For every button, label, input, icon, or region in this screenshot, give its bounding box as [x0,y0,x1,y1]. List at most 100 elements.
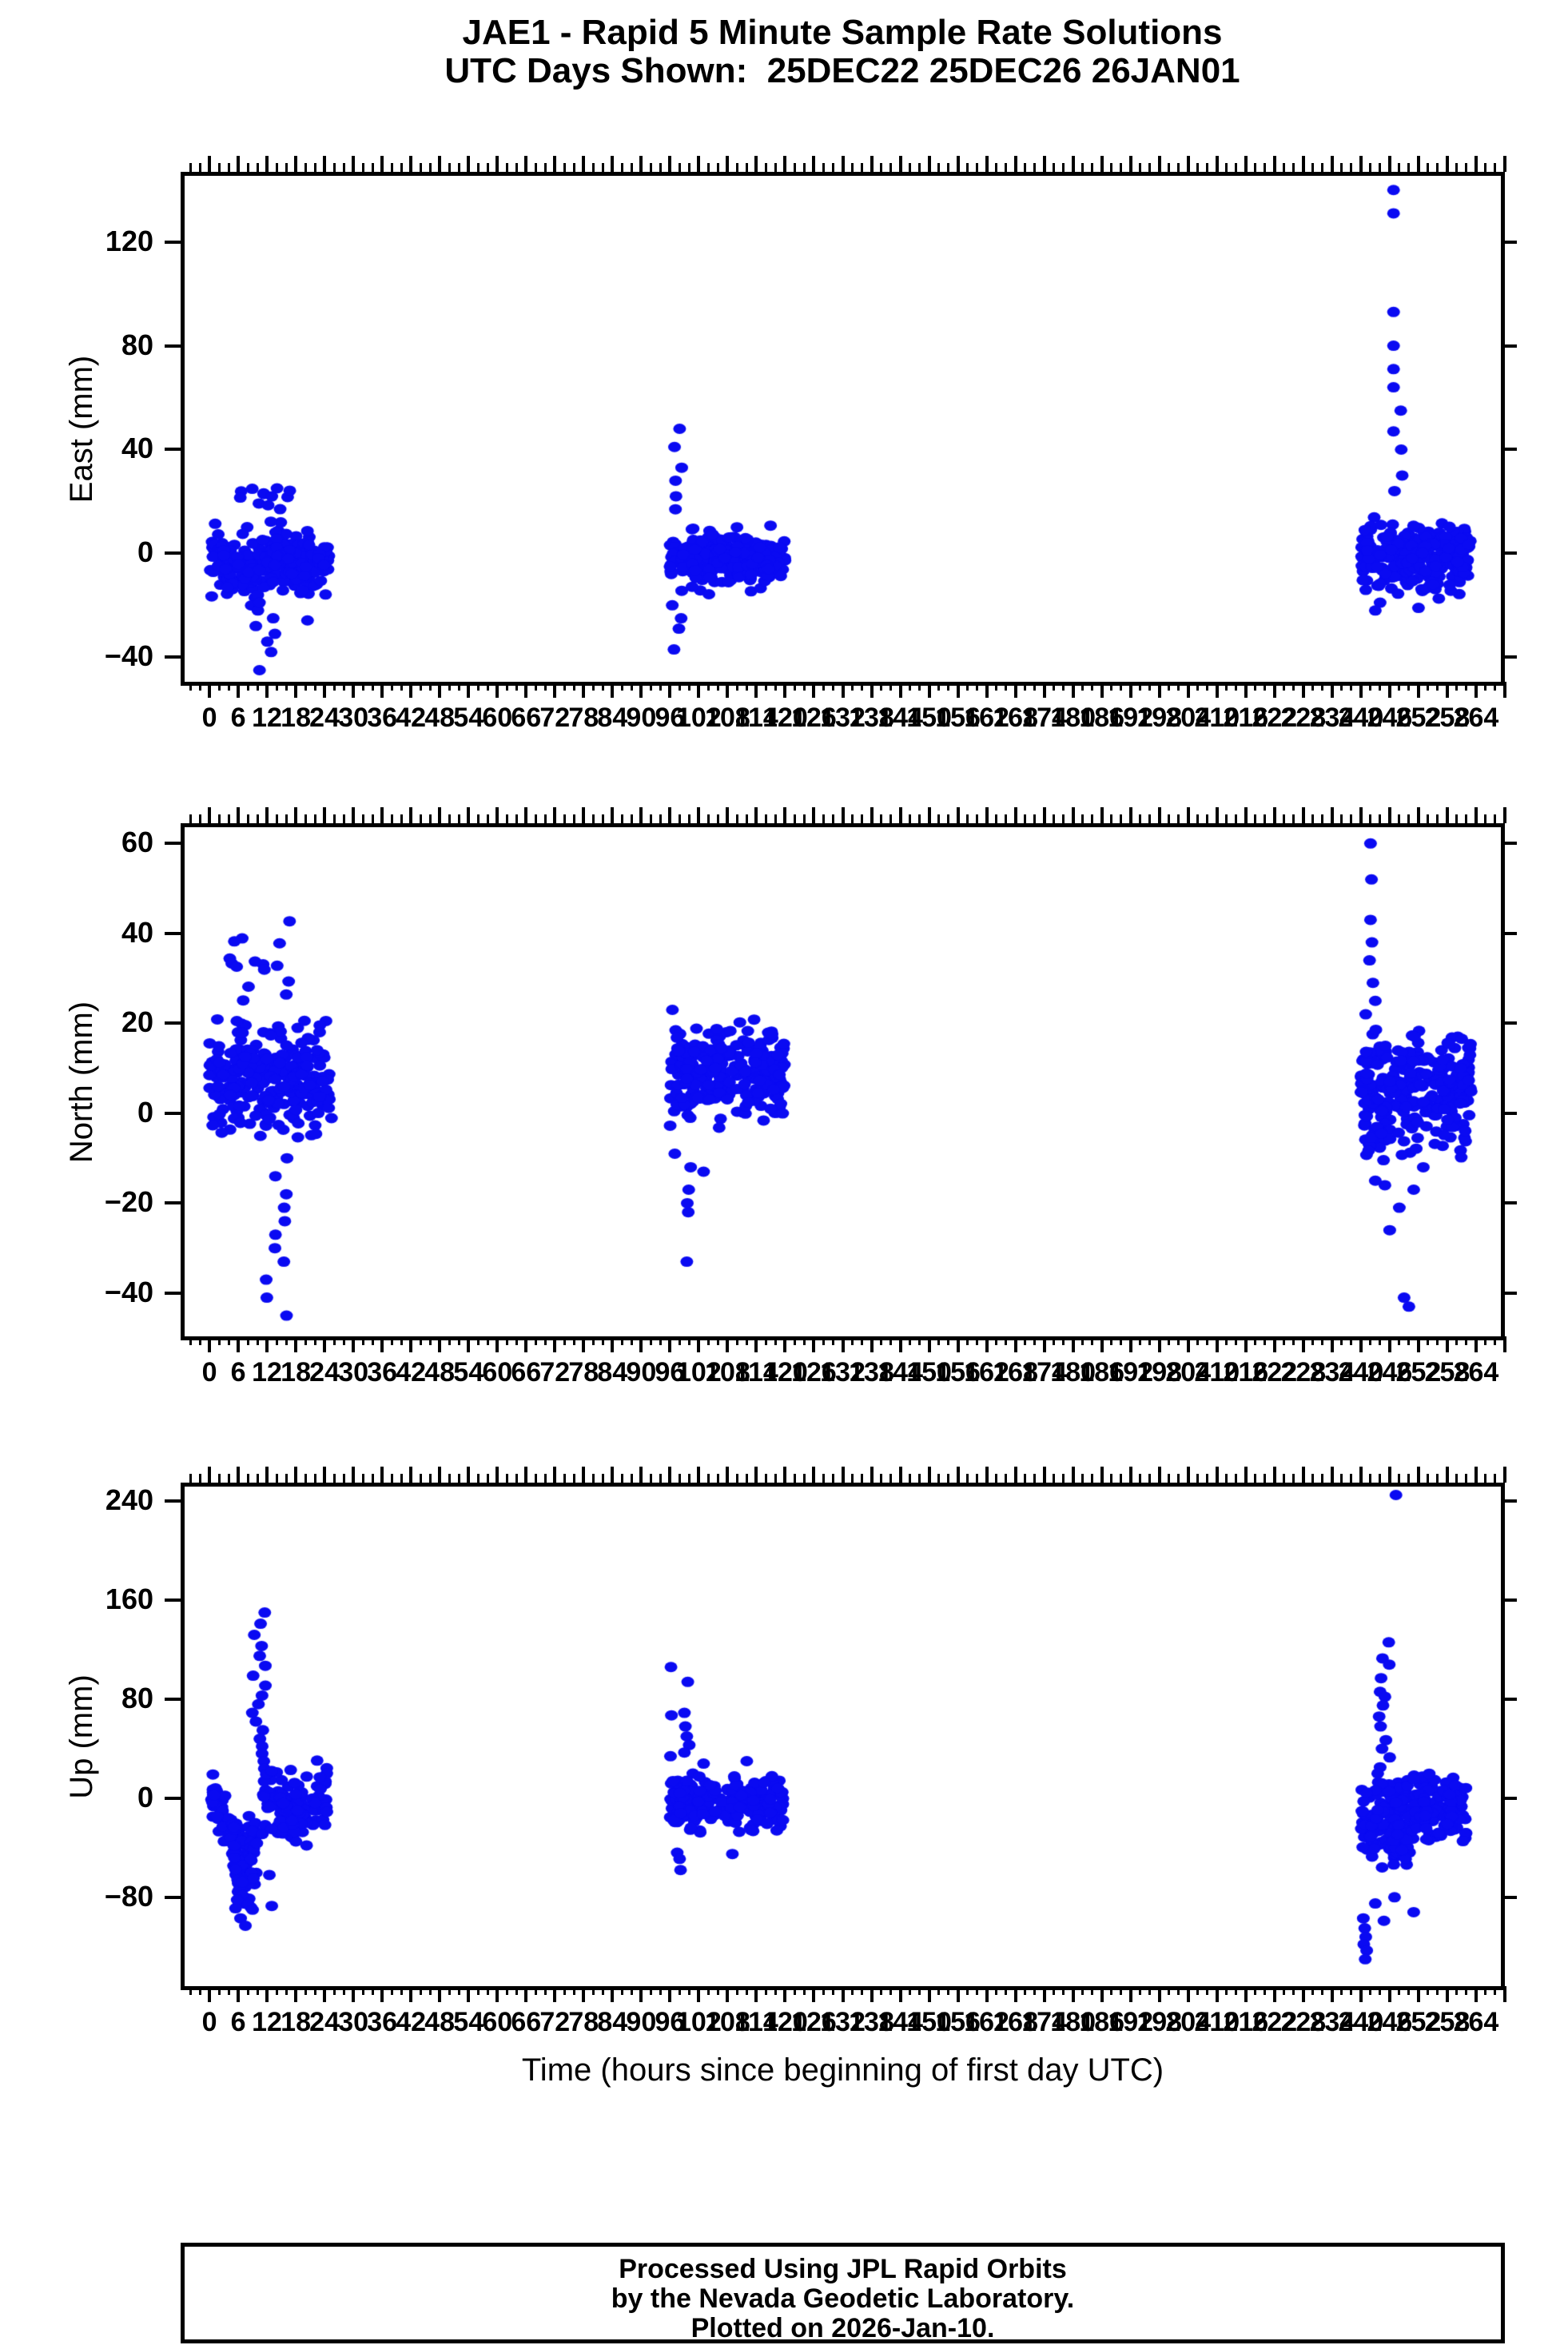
x-tick-top [208,156,212,172]
x-tick-top [342,163,345,172]
x-tick-top [774,1474,777,1483]
x-tick-top [793,1474,796,1483]
x-tick-top [678,1474,681,1483]
north-x-tick-label: 228 [1280,1357,1327,1388]
x-tick-bottom [1455,682,1459,691]
up-y-tick-label: 240 [105,1483,153,1517]
x-tick-top [735,1474,738,1483]
y-tick-right [1501,1895,1517,1899]
x-tick-top [505,814,508,823]
x-tick-top [1110,814,1113,823]
x-tick-top [476,1474,480,1483]
x-tick-bottom [524,1336,528,1352]
x-tick-bottom [966,1336,969,1345]
x-tick-top [668,807,672,823]
x-tick-bottom [851,1336,854,1345]
x-tick-bottom [937,1986,941,1995]
x-tick-bottom [409,1986,413,2002]
x-tick-bottom [208,1986,212,2002]
x-tick-top [927,156,931,172]
x-tick-bottom [342,1336,345,1345]
x-tick-top [918,814,921,823]
up-x-tick-label: 234 [1309,2007,1355,2037]
x-tick-top [1148,814,1152,823]
x-tick-bottom [294,682,298,698]
x-tick-bottom [495,1986,499,2002]
x-tick-top [1436,1474,1439,1483]
x-tick-bottom [534,1986,537,1995]
x-tick-bottom [428,1336,432,1345]
x-tick-top [582,1467,586,1483]
x-tick-top [1292,814,1295,823]
up-x-tick-label: 252 [1395,2007,1442,2037]
x-tick-top [870,156,874,172]
up-y-tick-label: −80 [104,1879,153,1913]
east-x-tick-label: 96 [655,703,686,733]
x-tick-bottom [1235,1336,1238,1345]
east-x-tick-label: 36 [367,703,398,733]
x-tick-top [1120,163,1123,172]
up-x-tick-label: 162 [964,2007,1009,2037]
x-tick-top [1321,814,1324,823]
x-tick-bottom [1407,1336,1411,1345]
y-tick-right [1501,1201,1517,1205]
x-tick-bottom [668,1986,672,2002]
x-tick-top [1474,156,1478,172]
x-tick-top [1071,807,1075,823]
x-tick-bottom [678,1336,681,1345]
x-tick-bottom [630,1986,633,1995]
x-tick-top [802,1474,806,1483]
x-tick-bottom [1465,1986,1468,1995]
x-tick-top [189,163,192,172]
up-x-tick-label: 48 [424,2007,456,2037]
x-tick-top [1379,163,1382,172]
x-tick-top [1436,814,1439,823]
x-tick-bottom [1235,1986,1238,1995]
x-tick-top [371,163,374,172]
x-tick-top [285,1474,288,1483]
x-tick-bottom [265,1986,269,2002]
x-tick-top [457,163,460,172]
x-tick-top [726,156,730,172]
x-tick-bottom [1311,1986,1315,1995]
x-tick-bottom [706,1336,710,1345]
x-tick-top [687,163,690,172]
x-tick-bottom [889,682,893,691]
x-tick-top [515,163,518,172]
x-tick-top [515,814,518,823]
x-tick-bottom [630,682,633,691]
x-tick-top [1244,807,1248,823]
north-x-tick-label: 216 [1223,1357,1269,1388]
x-tick-bottom [217,682,221,691]
x-tick-bottom [285,682,288,691]
north-x-tick-label: 234 [1309,1357,1355,1388]
x-tick-bottom [1168,1336,1171,1345]
x-tick-top [304,814,307,823]
y-tick-left [165,1021,181,1025]
east-y-tick-label: 0 [137,535,153,569]
x-tick-top [976,1474,979,1483]
x-tick-top [572,163,575,172]
x-tick-top [419,1474,422,1483]
north-panel: North (mm) 0 6 12 18 24 30 36 42 48 54 60 66 72 78 84 9… [64,807,1517,1388]
x-tick-top [956,1467,960,1483]
up-x-tick-label: 150 [906,2007,952,2037]
y-tick-right [1501,1796,1517,1800]
x-tick-top [1503,156,1506,172]
x-tick-top [1081,1474,1084,1483]
x-tick-bottom [639,682,643,698]
x-tick-bottom [1139,1336,1142,1345]
x-tick-top [659,1474,662,1483]
x-tick-top [524,807,528,823]
x-tick-bottom [553,1986,557,2002]
x-tick-bottom [572,1986,575,1995]
x-tick-bottom [802,1336,806,1345]
x-tick-bottom [1196,682,1200,691]
up-x-tick-label: 264 [1453,2007,1499,2037]
x-tick-bottom [1225,682,1228,691]
up-x-tick-label: 90 [626,2007,657,2037]
north-x-tick-label: 192 [1108,1357,1154,1388]
x-tick-bottom [1186,1336,1190,1352]
x-tick-bottom [1100,682,1104,698]
x-tick-top [294,1467,298,1483]
